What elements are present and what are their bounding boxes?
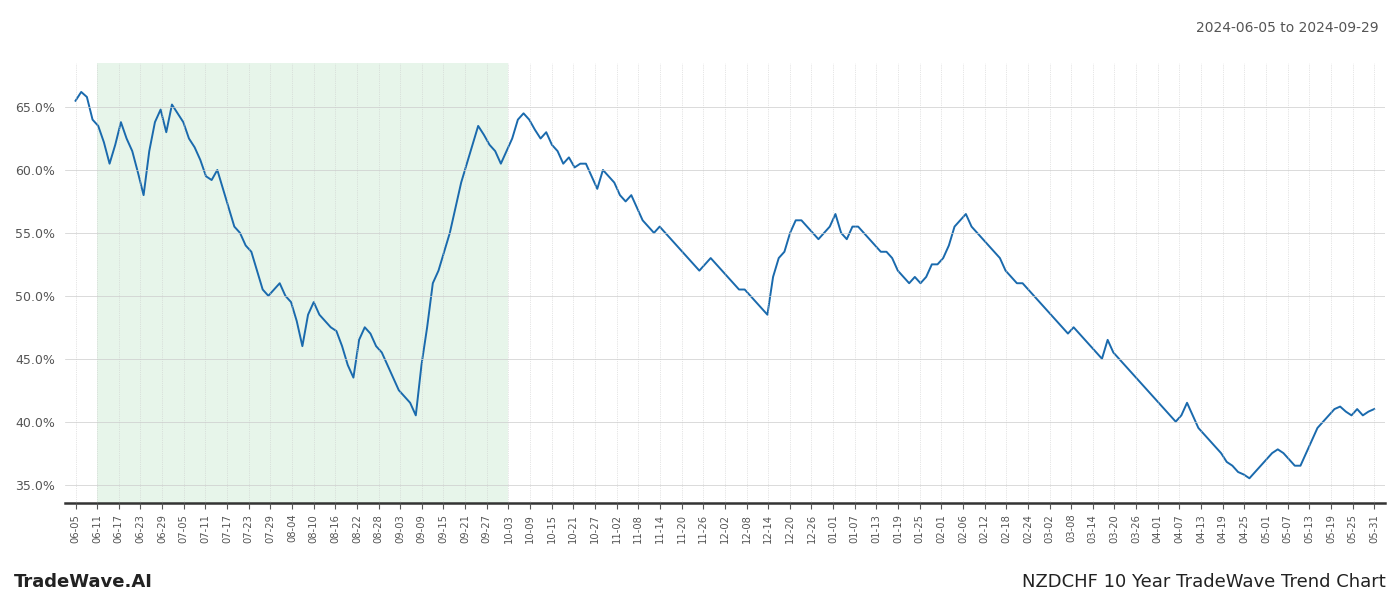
Bar bbox=[97, 63, 508, 503]
Text: NZDCHF 10 Year TradeWave Trend Chart: NZDCHF 10 Year TradeWave Trend Chart bbox=[1022, 573, 1386, 591]
Text: 2024-06-05 to 2024-09-29: 2024-06-05 to 2024-09-29 bbox=[1197, 21, 1379, 35]
Text: TradeWave.AI: TradeWave.AI bbox=[14, 573, 153, 591]
